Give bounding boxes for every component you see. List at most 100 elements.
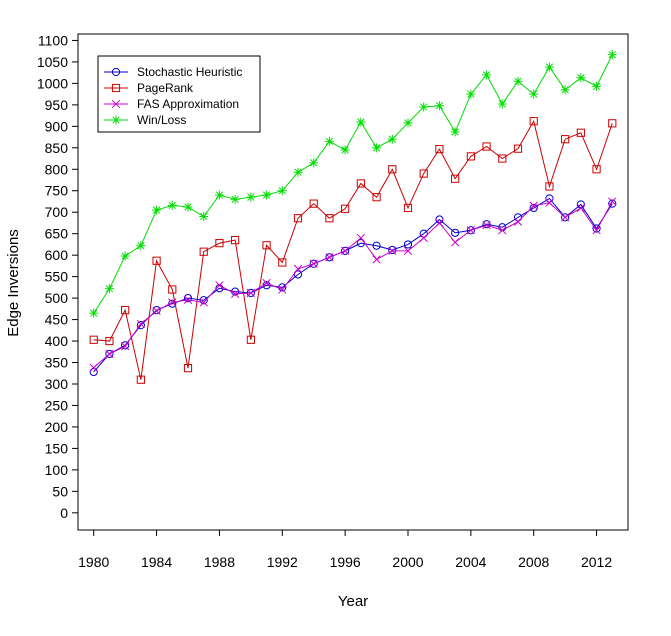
data-point — [388, 246, 397, 256]
data-point — [199, 296, 208, 305]
data-point — [262, 278, 271, 288]
data-point — [183, 294, 193, 303]
series-stochastic-heuristic — [89, 194, 617, 377]
legend-label: Stochastic Heuristic — [137, 65, 242, 79]
data-point — [168, 298, 177, 307]
data-point — [497, 99, 507, 109]
data-point — [529, 203, 538, 213]
y-tick-label: 1000 — [37, 75, 68, 91]
data-point — [513, 76, 523, 86]
data-point — [498, 154, 507, 163]
x-tick-label: 1980 — [78, 554, 109, 570]
data-point — [372, 241, 381, 250]
data-point — [466, 226, 475, 235]
data-point — [168, 299, 177, 308]
series-layer — [89, 50, 617, 384]
data-point — [419, 233, 428, 243]
data-point — [561, 213, 570, 222]
y-tick-label: 300 — [45, 376, 69, 392]
data-point — [246, 335, 255, 344]
y-tick-label: 750 — [45, 183, 69, 199]
data-point — [419, 102, 429, 112]
data-point — [560, 85, 570, 95]
data-point — [293, 270, 303, 279]
data-point — [136, 241, 146, 251]
data-point — [403, 240, 413, 249]
data-point — [513, 217, 523, 226]
data-point — [435, 218, 444, 228]
data-point — [341, 204, 350, 213]
data-point — [278, 285, 287, 294]
y-tick-label: 350 — [45, 355, 69, 371]
x-tick-label: 1996 — [330, 554, 361, 570]
series-win-loss — [89, 50, 617, 318]
data-point — [325, 253, 334, 262]
data-point — [199, 298, 208, 307]
legend-marker — [111, 83, 121, 93]
data-point — [356, 117, 366, 127]
data-point — [246, 288, 256, 298]
y-tick-label: 850 — [45, 140, 69, 156]
data-point — [152, 306, 161, 315]
data-point — [309, 199, 318, 208]
data-point — [136, 319, 146, 329]
y-tick-label: 800 — [45, 161, 69, 177]
data-point — [293, 167, 303, 177]
data-point — [466, 89, 476, 99]
legend-label: Win/Loss — [137, 113, 186, 127]
data-point — [592, 224, 601, 233]
series-line — [93, 119, 613, 380]
data-point — [199, 247, 208, 256]
y-tick-label: 900 — [45, 118, 69, 134]
data-point — [451, 228, 460, 237]
data-point — [576, 73, 586, 83]
data-point — [167, 200, 177, 210]
x-tick-label: 2008 — [518, 554, 549, 570]
x-tick-label: 1988 — [204, 554, 235, 570]
series-line — [93, 54, 613, 314]
data-point — [262, 190, 272, 200]
data-point — [215, 239, 224, 248]
data-point — [419, 169, 428, 178]
data-point — [325, 214, 334, 223]
data-point — [278, 283, 287, 292]
data-point — [293, 264, 303, 274]
data-point — [372, 255, 381, 264]
legend-item-pagerank: PageRank — [104, 81, 194, 95]
data-point — [324, 136, 334, 146]
legend-marker — [111, 99, 121, 109]
data-point — [89, 363, 98, 372]
data-point — [388, 165, 397, 174]
data-point — [466, 152, 475, 161]
y-axis: 0 50 100 150 200 250 300 350 400 450 500 550 600 650 7… — [37, 32, 78, 521]
data-point — [120, 251, 130, 261]
y-tick-label: 100 — [45, 462, 69, 478]
data-point — [120, 342, 130, 351]
legend-label: PageRank — [137, 81, 194, 95]
data-point — [529, 117, 538, 126]
series-pagerank — [89, 117, 617, 384]
data-point — [372, 143, 382, 153]
data-point — [513, 144, 523, 153]
data-point — [482, 142, 491, 151]
data-point — [105, 336, 114, 346]
data-point — [340, 145, 350, 155]
data-point — [121, 341, 130, 350]
series-line — [93, 201, 613, 369]
y-tick-label: 200 — [45, 419, 69, 435]
data-point — [152, 205, 162, 215]
legend-marker — [111, 115, 121, 125]
data-point — [183, 295, 193, 304]
y-tick-label: 0 — [60, 505, 68, 521]
y-tick-label: 50 — [52, 483, 68, 499]
data-point — [560, 213, 570, 222]
data-point — [592, 226, 601, 235]
data-point — [403, 118, 413, 128]
data-point — [105, 349, 114, 359]
x-tick-label: 2004 — [455, 554, 486, 570]
data-point — [231, 236, 240, 245]
data-point — [356, 179, 365, 188]
data-point — [214, 190, 224, 200]
plot-frame — [77, 33, 629, 531]
